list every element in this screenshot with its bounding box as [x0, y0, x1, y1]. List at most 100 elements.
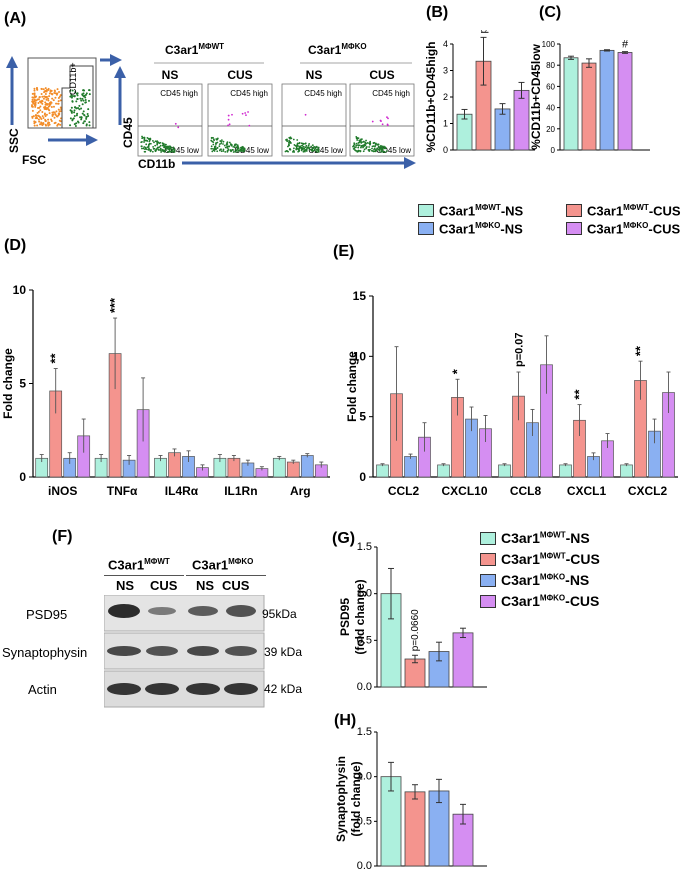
y-axis-label: PSD95: [338, 598, 352, 636]
chart-g-psd95: 0.0 0.5 1.0 1.5 p=0.0660 PSD95 (fold change): [338, 541, 487, 693]
orange-dot: [59, 106, 62, 109]
cell-dot: [285, 150, 288, 152]
green-dot: [82, 92, 85, 95]
cell-dot: [382, 150, 385, 153]
y-tick-label: 80: [546, 61, 555, 70]
green-dot: [81, 94, 84, 97]
flow-condition-label: NS: [162, 68, 179, 82]
orange-dot: [31, 92, 34, 95]
cell-dot: [163, 144, 166, 147]
cd45high-dot: [379, 119, 382, 122]
bar-4: [617, 52, 633, 151]
cell-dot: [148, 140, 151, 143]
cell-dot: [371, 147, 373, 150]
actin-kda: 42 kDa: [264, 682, 303, 696]
cell-dot: [140, 147, 143, 150]
green-dot: [85, 115, 88, 118]
bar: [498, 464, 511, 478]
cell-dot: [218, 145, 221, 148]
cell-dot: [305, 144, 308, 147]
orange-dot: [40, 101, 43, 104]
orange-dot: [57, 102, 60, 105]
orange-dot: [38, 96, 41, 99]
cell-dot: [165, 145, 168, 148]
cell-dot: [152, 146, 155, 148]
orange-dot: [44, 107, 47, 110]
green-dot: [85, 123, 88, 126]
cell-dot: [164, 143, 167, 146]
orange-dot: [42, 117, 45, 120]
orange-dot: [57, 108, 60, 111]
orange-dot: [32, 96, 35, 99]
flow-condition-label: CUS: [227, 68, 252, 82]
cd45-high-label: CD45 high: [304, 89, 342, 98]
cell-dot: [232, 145, 235, 148]
green-dot: [70, 111, 73, 114]
y-tick-label: 0.0: [357, 681, 372, 693]
cell-dot: [168, 150, 171, 153]
y-tick-label: 1.0: [357, 588, 372, 600]
cell-dot: [220, 141, 223, 143]
y-tick-label: 0: [443, 145, 448, 155]
cell-dot: [304, 142, 307, 145]
orange-dot: [49, 103, 52, 106]
lane-4-label: CUS: [222, 578, 250, 593]
cell-dot: [212, 147, 214, 150]
orange-dot: [41, 115, 44, 118]
orange-dot: [34, 113, 37, 116]
lane-2-label: CUS: [150, 578, 178, 593]
orange-dot: [44, 96, 47, 99]
cell-dot: [157, 149, 160, 151]
cd45-low-label: CD45 low: [164, 146, 199, 155]
ssc-label: SSC: [7, 128, 21, 153]
lane-3-label: NS: [196, 578, 215, 593]
cell-dot: [300, 144, 303, 147]
y-tick-label: 0.0: [357, 860, 372, 872]
cell-dot: [227, 145, 229, 148]
orange-dot: [50, 118, 53, 121]
y-tick-label: 10: [353, 349, 367, 363]
cell-dot: [159, 144, 162, 147]
legend-item-4: C3ar1MΦKO-CUS: [566, 221, 685, 237]
cell-dot: [362, 150, 365, 153]
cell-dot: [156, 142, 159, 144]
synaptophysin-kda: 39 kDa: [264, 645, 303, 659]
cell-dot: [161, 149, 163, 152]
green-dot: [84, 96, 87, 99]
orange-dot: [48, 123, 51, 126]
panel-label-g: (G): [332, 530, 356, 547]
y-tick-label: 5: [359, 410, 366, 424]
orange-dot: [37, 118, 40, 121]
orange-scatter-population: [31, 87, 63, 127]
green-dot: [81, 112, 84, 115]
cell-dot: [222, 140, 225, 143]
cell-dot: [148, 149, 151, 151]
cell-dot: [140, 145, 143, 148]
cd45-low-label: CD45 low: [308, 146, 343, 155]
y-axis-label-2: (fold change): [353, 579, 367, 654]
orange-dot: [44, 101, 47, 104]
legend-top: C3ar1MΦWT-NS C3ar1MΦWT-CUS C3ar1MΦKO-NS C3a…: [418, 203, 683, 237]
annotation: **: [572, 389, 587, 400]
x-tick-label: CCL2: [388, 484, 420, 498]
cell-dot: [212, 143, 215, 146]
cd45high-dot: [386, 116, 388, 119]
orange-dot: [58, 95, 61, 98]
orange-dot: [53, 116, 56, 119]
orange-dot: [45, 124, 48, 127]
legend-swatch: [480, 573, 496, 587]
x-tick-label: CXCL1: [567, 484, 607, 498]
cell-dot: [224, 150, 227, 153]
orange-dot: [45, 113, 48, 116]
cell-dot: [288, 144, 290, 147]
legend-swatch: [566, 222, 582, 236]
cd45high-dot: [244, 112, 247, 114]
y-tick-label: 4: [443, 39, 448, 49]
green-dot: [80, 116, 83, 119]
flow-group-ko-label: C3ar1MΦKO: [308, 42, 367, 57]
bar: [404, 456, 417, 478]
cd45high-dot: [227, 124, 229, 127]
cell-dot: [360, 145, 363, 147]
orange-dot: [43, 106, 46, 109]
orange-dot: [59, 120, 62, 123]
